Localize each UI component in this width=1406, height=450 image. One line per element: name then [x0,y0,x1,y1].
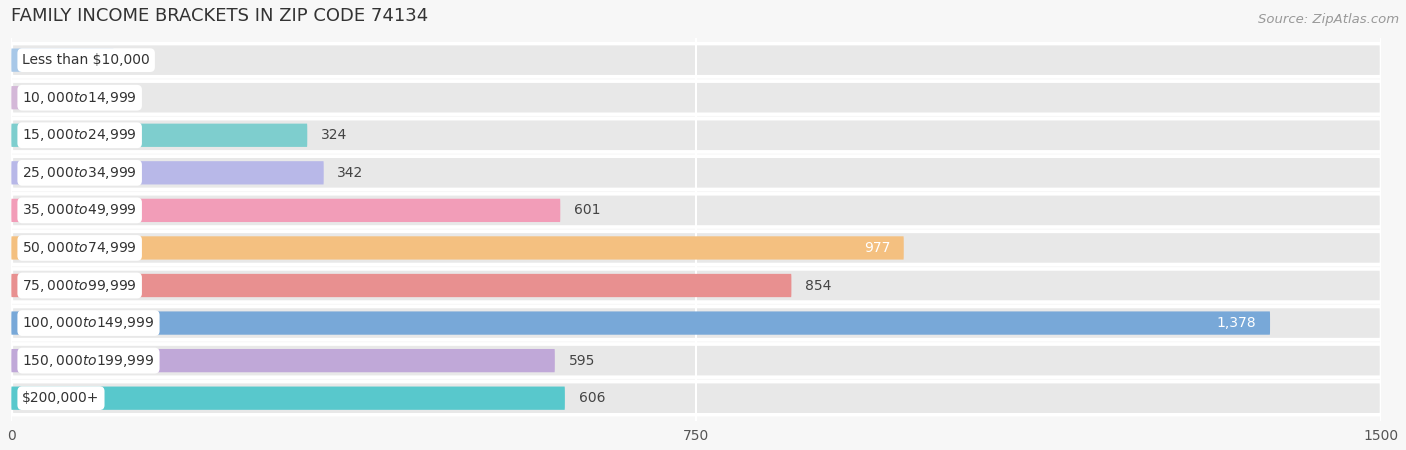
FancyBboxPatch shape [11,49,114,72]
Text: $15,000 to $24,999: $15,000 to $24,999 [22,127,136,143]
FancyBboxPatch shape [11,161,323,184]
Text: 601: 601 [574,203,600,217]
FancyBboxPatch shape [11,344,1382,377]
Text: 854: 854 [806,279,831,292]
Text: 94: 94 [111,91,128,105]
Text: $200,000+: $200,000+ [22,391,100,405]
Text: 977: 977 [863,241,890,255]
Text: $150,000 to $199,999: $150,000 to $199,999 [22,353,155,369]
FancyBboxPatch shape [11,86,97,109]
FancyBboxPatch shape [11,382,1382,415]
Text: 324: 324 [321,128,347,142]
FancyBboxPatch shape [11,274,792,297]
Text: $35,000 to $49,999: $35,000 to $49,999 [22,202,136,218]
Text: 595: 595 [568,354,595,368]
FancyBboxPatch shape [11,156,1382,189]
Text: FAMILY INCOME BRACKETS IN ZIP CODE 74134: FAMILY INCOME BRACKETS IN ZIP CODE 74134 [11,7,429,25]
Text: $50,000 to $74,999: $50,000 to $74,999 [22,240,136,256]
FancyBboxPatch shape [11,236,904,260]
Text: $25,000 to $34,999: $25,000 to $34,999 [22,165,136,181]
Text: $75,000 to $99,999: $75,000 to $99,999 [22,278,136,293]
Text: Source: ZipAtlas.com: Source: ZipAtlas.com [1258,14,1399,27]
FancyBboxPatch shape [11,269,1382,302]
FancyBboxPatch shape [11,44,1382,76]
FancyBboxPatch shape [11,124,308,147]
FancyBboxPatch shape [11,387,565,410]
Text: 112: 112 [128,53,153,67]
FancyBboxPatch shape [11,199,561,222]
FancyBboxPatch shape [11,231,1382,265]
FancyBboxPatch shape [11,81,1382,114]
FancyBboxPatch shape [11,194,1382,227]
Text: $10,000 to $14,999: $10,000 to $14,999 [22,90,136,106]
Text: 1,378: 1,378 [1216,316,1257,330]
FancyBboxPatch shape [11,311,1270,335]
Text: $100,000 to $149,999: $100,000 to $149,999 [22,315,155,331]
FancyBboxPatch shape [11,349,555,372]
Text: 606: 606 [579,391,605,405]
FancyBboxPatch shape [11,306,1382,340]
Text: 342: 342 [337,166,364,180]
Text: Less than $10,000: Less than $10,000 [22,53,150,67]
FancyBboxPatch shape [11,119,1382,152]
